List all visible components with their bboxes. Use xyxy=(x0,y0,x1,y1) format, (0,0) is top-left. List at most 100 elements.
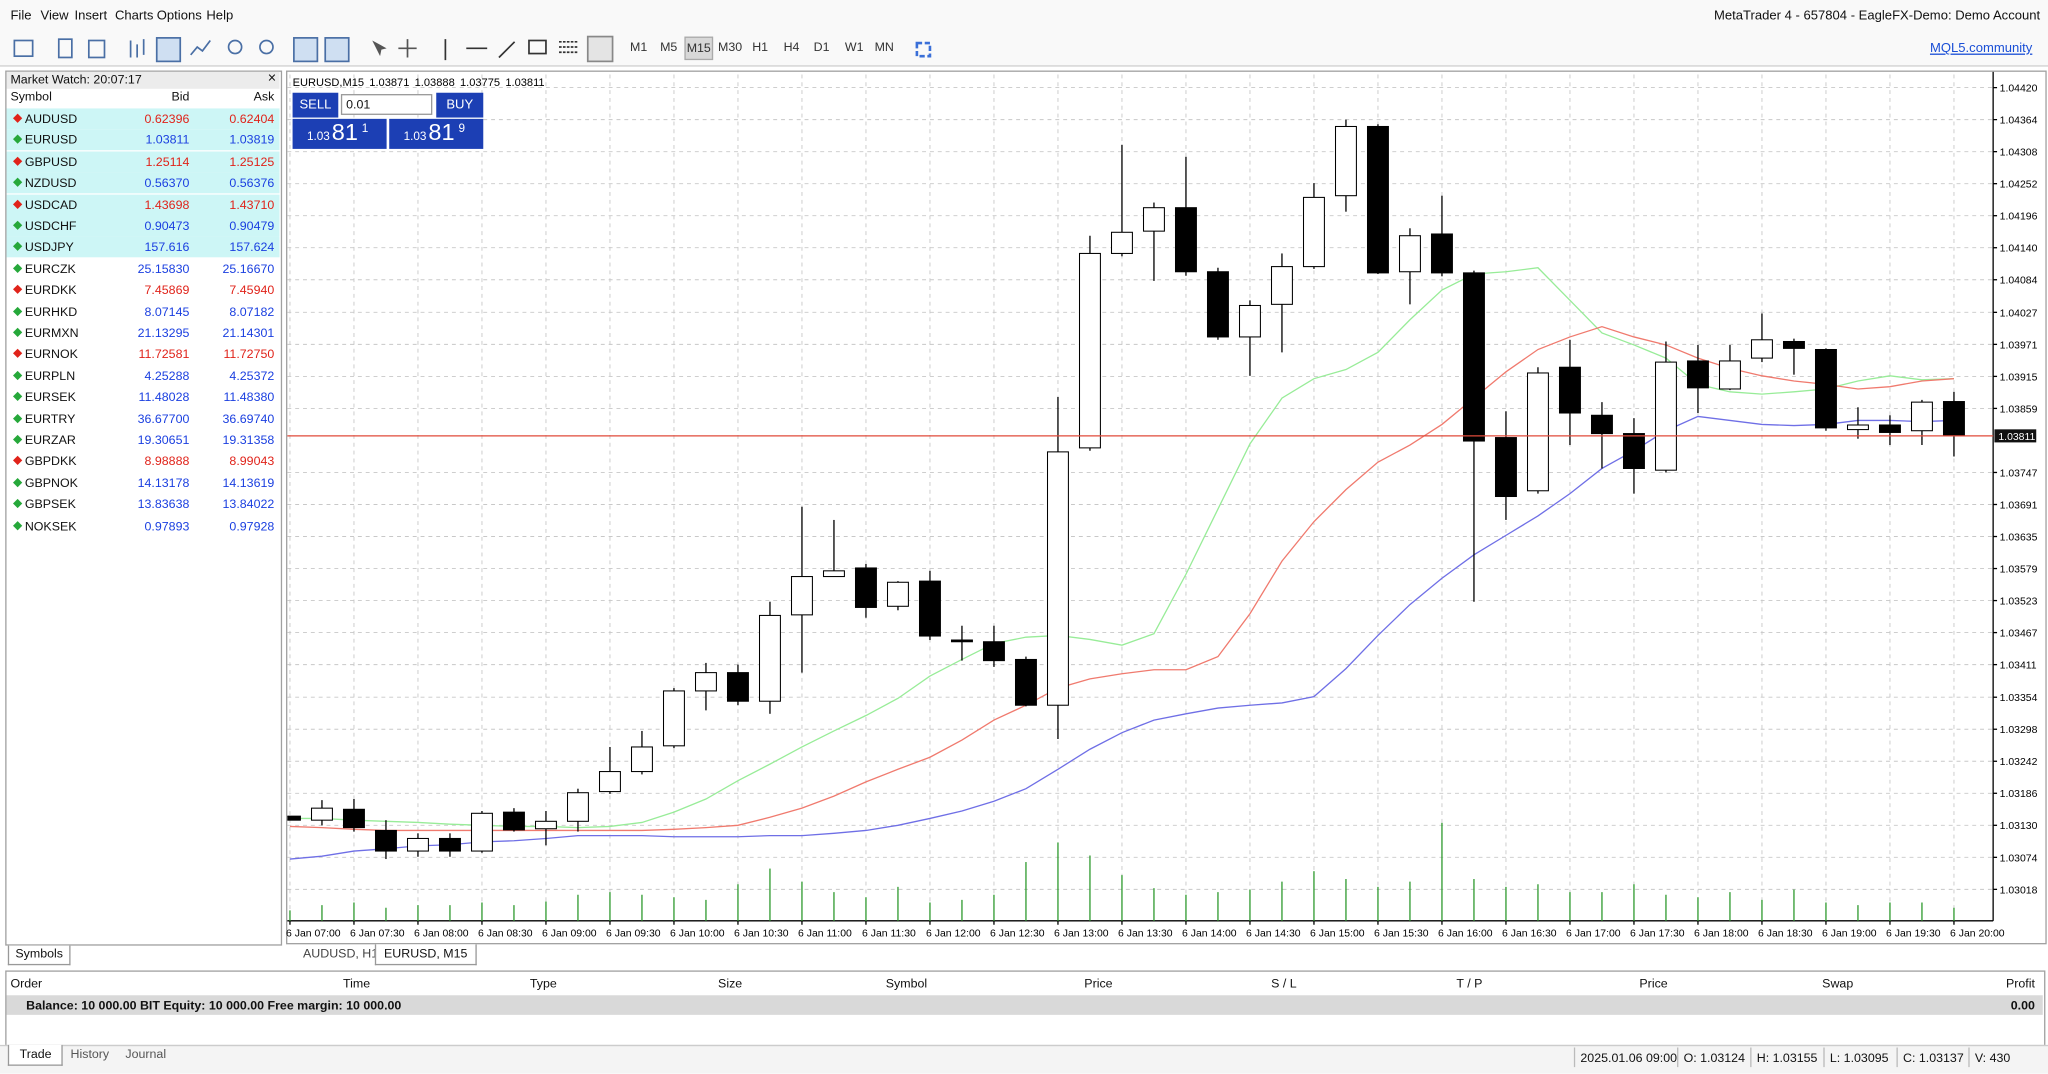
y-tick-label: 1.03971 xyxy=(2000,340,2038,351)
bid: 0.90473 xyxy=(144,219,190,234)
fibo-icon xyxy=(559,40,578,54)
x-tick-label: 6 Jan 07:00 xyxy=(286,928,341,939)
y-tick-label: 1.03747 xyxy=(2000,468,2038,479)
status-field: L: 1.03095 xyxy=(1829,1051,1889,1066)
toolbar-icons xyxy=(13,35,614,63)
candle-body xyxy=(854,567,877,608)
x-tick-label: 6 Jan 10:30 xyxy=(734,928,789,939)
ask: 0.90479 xyxy=(229,219,275,234)
price-label: 1.03811 xyxy=(1998,432,2035,443)
y-tick-label: 1.04140 xyxy=(2000,244,2038,255)
market-row[interactable] xyxy=(6,194,280,215)
lot-input[interactable]: 0.01 xyxy=(340,94,433,115)
x-tick-label: 6 Jan 08:30 xyxy=(478,928,533,939)
autoscroll-icon xyxy=(293,37,319,63)
ask: 157.624 xyxy=(229,240,275,256)
timeframe-button[interactable]: MN xyxy=(874,40,894,55)
market-row[interactable] xyxy=(6,108,280,130)
header-value: 1.03811 xyxy=(505,77,544,89)
ask: 19.31358 xyxy=(222,433,275,448)
timeframe-button[interactable]: M1 xyxy=(630,40,648,55)
candle-body xyxy=(1366,125,1389,274)
market-row[interactable] xyxy=(6,129,280,151)
timeframe-button[interactable]: M15 xyxy=(684,36,714,61)
menu-item[interactable]: View xyxy=(40,9,69,24)
candle-body xyxy=(1302,196,1325,268)
candle-body xyxy=(342,808,365,829)
mql5-link[interactable]: MQL5.community xyxy=(1929,41,2033,57)
symbol: AUDUSD xyxy=(24,112,78,127)
fullscreen-icon[interactable] xyxy=(914,40,932,58)
y-tick-label: 1.04027 xyxy=(2000,308,2038,319)
crosshair-icon xyxy=(398,39,417,58)
price-pip: 1 xyxy=(361,121,369,135)
symbol: USDJPY xyxy=(24,240,74,256)
x-tick-label: 6 Jan 11:30 xyxy=(862,928,916,939)
ask: 1.43710 xyxy=(229,197,275,213)
candle-body xyxy=(310,807,333,821)
timeframe-button[interactable]: W1 xyxy=(844,40,864,55)
chart-tab[interactable]: AUDUSD, H1 xyxy=(303,946,379,962)
timeframe-button[interactable]: M5 xyxy=(660,40,678,55)
candle-body xyxy=(1270,266,1293,305)
y-tick-label: 1.03579 xyxy=(2000,564,2038,575)
x-tick-label: 6 Jan 14:00 xyxy=(1182,928,1237,939)
ask: 0.62404 xyxy=(229,112,275,127)
terminal-tab[interactable]: Trade xyxy=(7,1044,64,1066)
symbol: EURUSD xyxy=(24,133,78,149)
close-button[interactable]: × xyxy=(267,70,277,87)
candle-body xyxy=(1014,658,1037,706)
candle-body xyxy=(1558,366,1581,414)
x-tick-label: 6 Jan 15:00 xyxy=(1310,928,1365,939)
sell-button[interactable]: SELL xyxy=(292,92,339,118)
menu-item[interactable]: Help xyxy=(206,9,234,24)
bid: 36.67700 xyxy=(137,412,190,427)
x-tick-label: 6 Jan 11:00 xyxy=(798,928,852,939)
bid: 8.07145 xyxy=(144,305,190,320)
price-box[interactable] xyxy=(292,118,387,149)
market-row[interactable] xyxy=(6,172,280,194)
menu-item[interactable]: Options xyxy=(156,9,202,24)
panel-tab[interactable]: Symbols xyxy=(7,945,71,966)
balance-row xyxy=(6,995,2043,1015)
menu-item[interactable]: File xyxy=(10,9,32,24)
x-tick-label: 6 Jan 08:00 xyxy=(414,928,469,939)
ask: 8.07182 xyxy=(229,305,275,320)
x-tick-label: 6 Jan 09:30 xyxy=(606,928,661,939)
status-field: 2025.01.06 09:00 xyxy=(1580,1051,1678,1066)
ask: 0.56376 xyxy=(229,176,275,191)
y-tick-label: 1.03186 xyxy=(2000,789,2038,800)
price-box[interactable] xyxy=(389,118,484,149)
market-row[interactable] xyxy=(6,236,280,258)
x-tick-label: 6 Jan 12:30 xyxy=(990,928,1045,939)
terminal-tab[interactable]: Journal xyxy=(125,1047,167,1062)
market-row[interactable] xyxy=(6,215,280,237)
chart-header: EURUSD,M15 1.03871 1.03888 1.03775 1.03811 xyxy=(293,77,545,89)
timeframe-button[interactable]: M30 xyxy=(718,40,743,55)
candle-body xyxy=(1590,414,1613,435)
timeframe-button[interactable]: H4 xyxy=(783,40,800,55)
terminal-column: Order xyxy=(10,976,43,992)
chart-tab[interactable]: EURUSD, M15 xyxy=(374,944,477,966)
timeframe-button[interactable]: H1 xyxy=(752,40,769,55)
column-header: Ask xyxy=(253,90,275,105)
bar-chart-icon xyxy=(129,39,145,58)
y-tick-label: 1.03915 xyxy=(2000,372,2038,383)
terminal-tab[interactable]: History xyxy=(70,1047,110,1062)
symbol: EURCZK xyxy=(24,262,76,277)
timeframe-button[interactable]: D1 xyxy=(813,40,830,55)
market-row[interactable] xyxy=(6,151,280,173)
x-tick-label: 6 Jan 10:00 xyxy=(670,928,725,939)
x-tick-label: 6 Jan 09:00 xyxy=(542,928,597,939)
line-icon xyxy=(190,39,211,56)
y-tick-label: 1.03859 xyxy=(2000,404,2038,415)
candle-body xyxy=(918,580,941,637)
menu-item[interactable]: Charts xyxy=(114,9,154,24)
bottom-bar xyxy=(0,1044,2048,1074)
y-tick-label: 1.04420 xyxy=(2000,84,2038,95)
price-big: 81 xyxy=(331,118,358,145)
menu-item[interactable]: Insert xyxy=(74,9,108,24)
bid: 19.30651 xyxy=(137,433,190,448)
ask: 21.14301 xyxy=(222,326,275,341)
buy-button[interactable]: BUY xyxy=(436,92,484,118)
